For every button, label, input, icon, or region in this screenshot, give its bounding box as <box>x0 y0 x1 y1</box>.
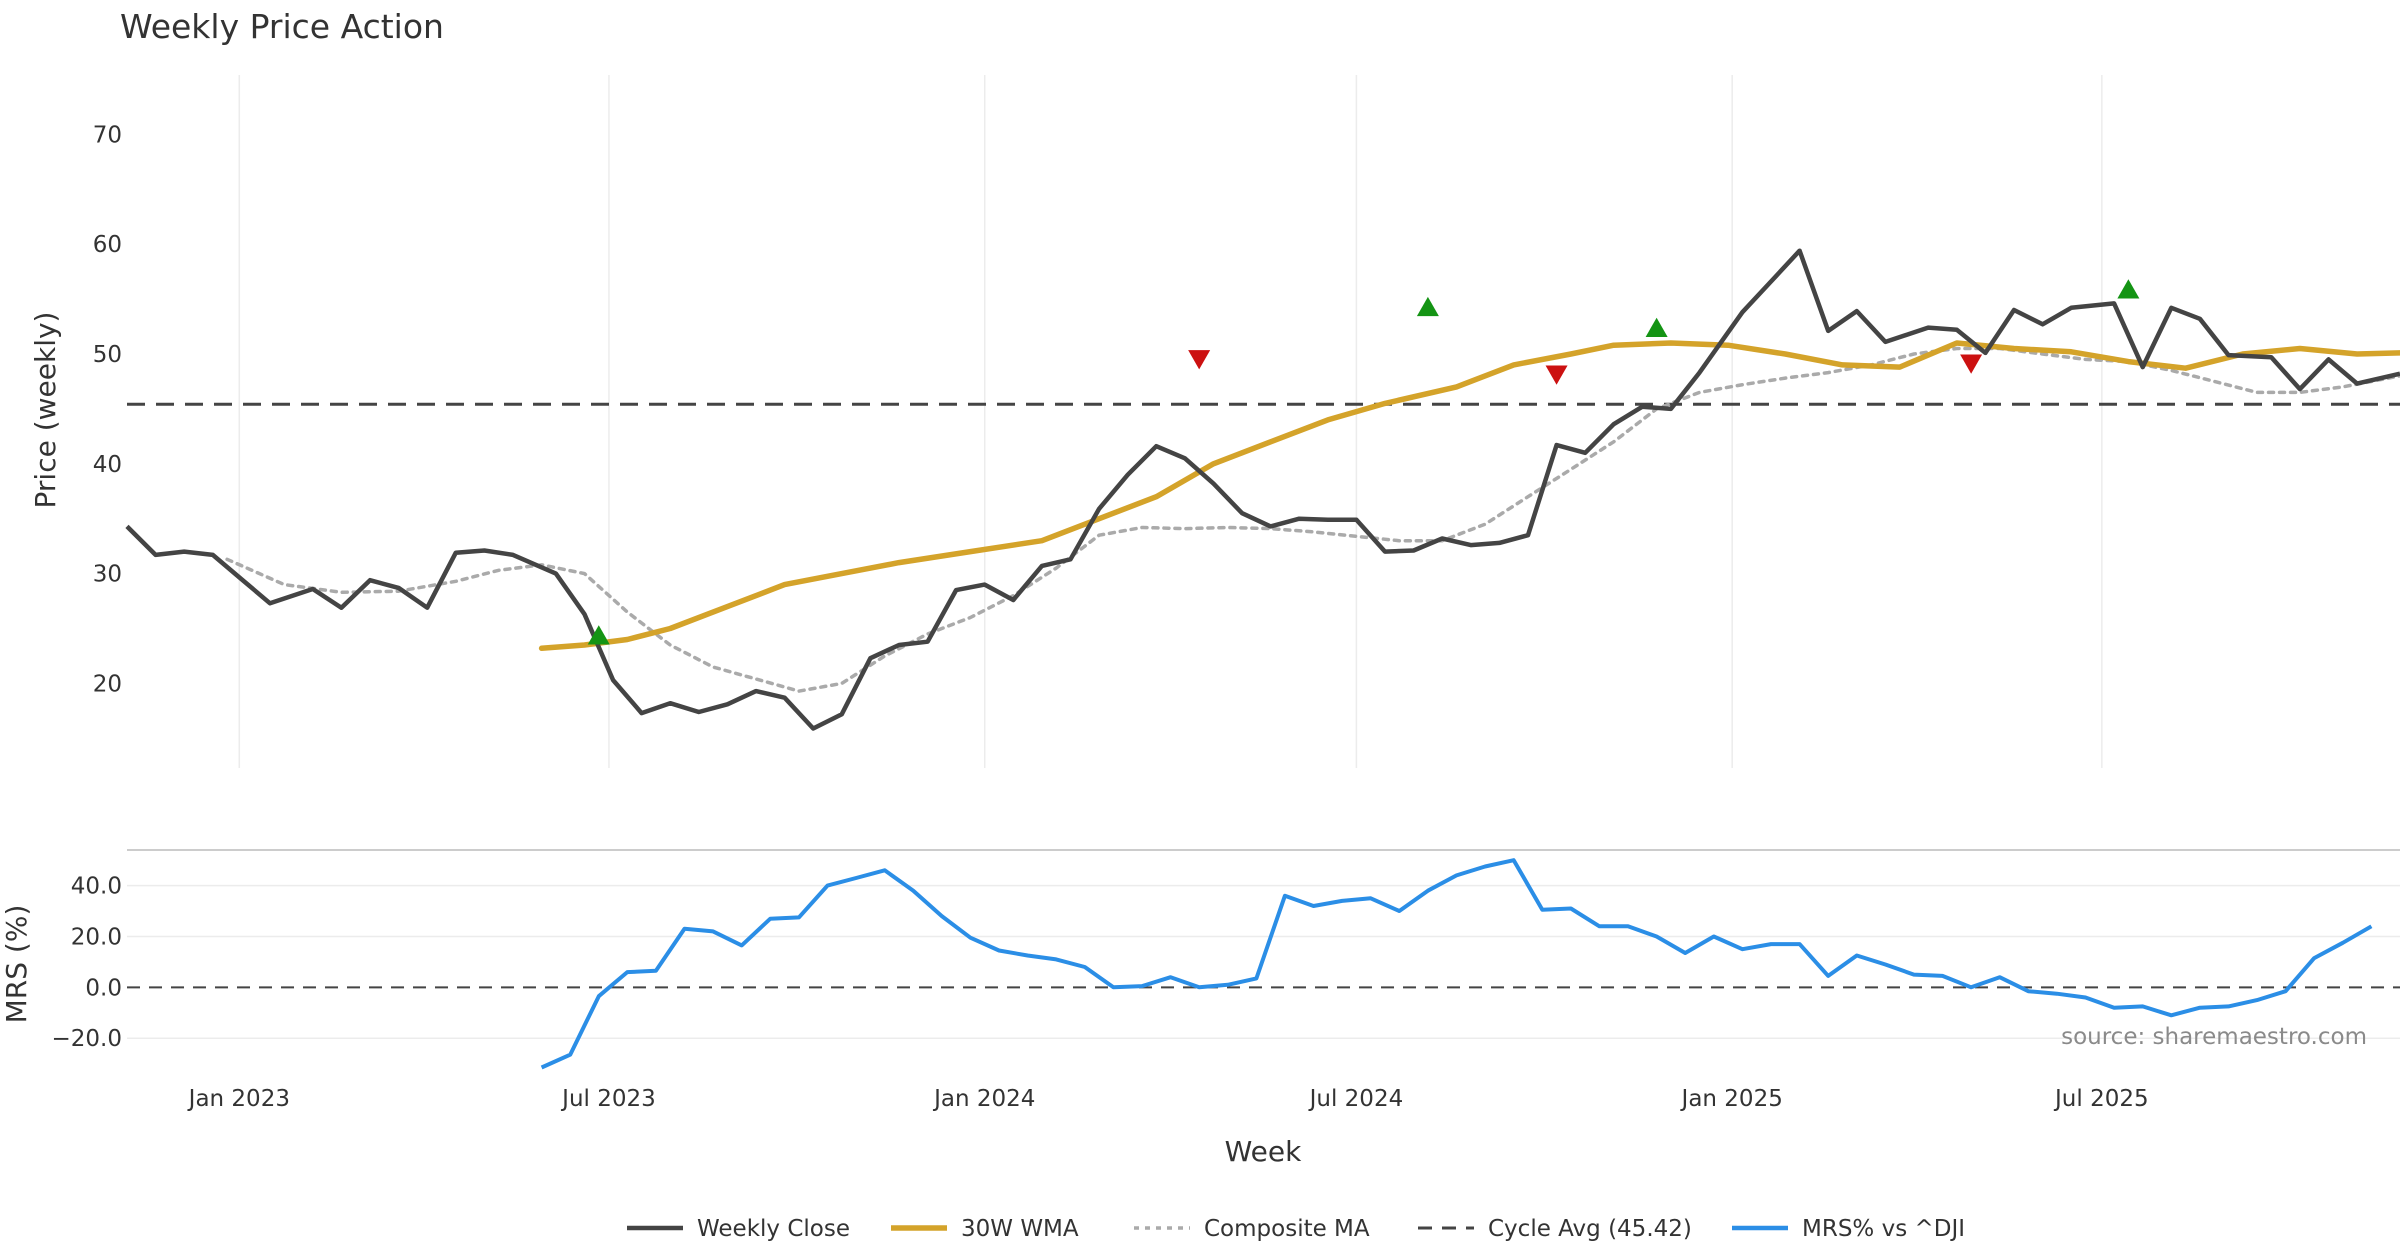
buy-signal-marker <box>1416 296 1439 317</box>
x-tick-label: Jul 2025 <box>2053 1086 2149 1112</box>
legend-label: Composite MA <box>1204 1216 1370 1242</box>
mrs-gridlines <box>127 884 2400 1039</box>
mrs-series <box>540 858 2373 1070</box>
x-tick-label: Jan 2023 <box>187 1086 290 1112</box>
price-y-tick-labels: 20 30 40 50 60 70 <box>93 122 122 697</box>
legend: Weekly Close 30W WMA Composite MA Cycle Avg… <box>627 1216 1965 1242</box>
price-y-axis-label: Price (weekly) <box>29 312 62 509</box>
mrs-y-tick-label: 40.0 <box>71 874 122 900</box>
price-y-tick-label: 40 <box>93 452 122 478</box>
buy-signal-marker <box>1645 317 1668 337</box>
sell-signal-marker <box>1545 365 1568 385</box>
x-tick-labels: Jan 2023 Jul 2023 Jan 2024 Jul 2024 Jan 2025… <box>187 1086 2149 1112</box>
signal-markers <box>587 279 2140 645</box>
legend-label: Weekly Close <box>697 1216 850 1242</box>
legend-label: 30W WMA <box>961 1216 1079 1242</box>
price-y-tick-label: 50 <box>93 342 122 368</box>
mrs-y-tick-labels: 40.0 20.0 0.0 −20.0 <box>52 874 122 1053</box>
composite-ma-series <box>225 346 2400 693</box>
buy-signal-marker <box>587 625 610 645</box>
x-tick-label: Jul 2023 <box>560 1086 656 1112</box>
legend-label: Cycle Avg (45.42) <box>1488 1216 1692 1242</box>
wma-30w-series <box>538 340 2400 652</box>
x-tick-label: Jan 2025 <box>1680 1086 1783 1112</box>
price-y-tick-label: 60 <box>93 232 122 258</box>
sell-signal-marker <box>1960 354 1983 374</box>
legend-label: MRS% vs ^DJI <box>1802 1216 1965 1242</box>
mrs-y-tick-label: 20.0 <box>71 924 122 950</box>
x-tick-label: Jan 2024 <box>932 1086 1035 1112</box>
price-y-tick-label: 30 <box>93 562 122 588</box>
buy-signal-marker <box>2117 279 2140 299</box>
price-y-tick-label: 70 <box>93 122 122 148</box>
x-axis-label: Week <box>1225 1135 1302 1168</box>
mrs-y-tick-label: −20.0 <box>52 1026 122 1052</box>
weekly-close-series <box>125 248 2400 731</box>
x-tick-label: Jul 2024 <box>1308 1086 1404 1112</box>
price-gridlines <box>238 75 2103 768</box>
mrs-y-axis-label: MRS (%) <box>0 905 33 1024</box>
sell-signal-marker <box>1188 350 1211 370</box>
source-note: source: sharemaestro.com <box>2061 1024 2367 1050</box>
price-y-tick-label: 20 <box>93 671 122 697</box>
mrs-y-tick-label: 0.0 <box>85 975 122 1001</box>
chart-title: Weekly Price Action <box>120 7 444 46</box>
